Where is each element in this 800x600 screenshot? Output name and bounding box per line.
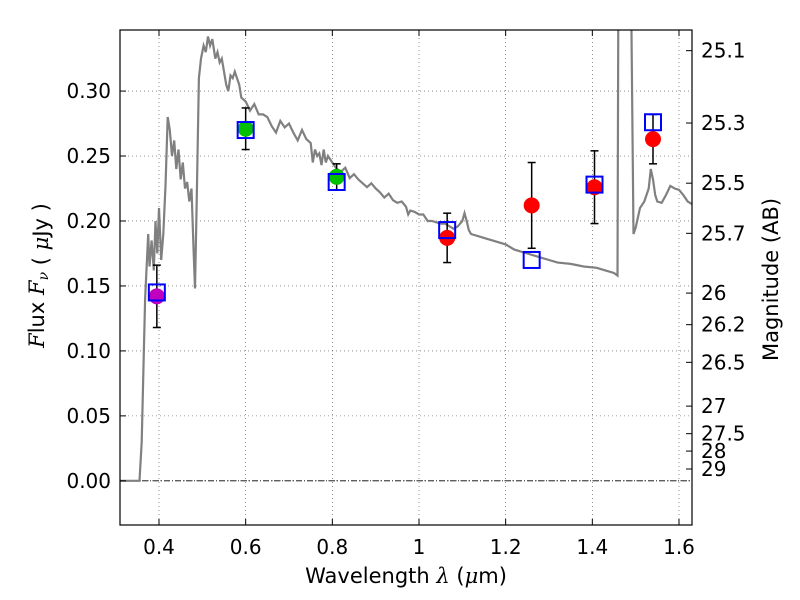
plot-area	[120, 30, 692, 525]
magnitude-tick-label: 26	[701, 281, 726, 305]
magnitude-tick-label: 25.5	[701, 171, 746, 195]
magnitude-tick-label: 27	[701, 394, 726, 418]
observed-point	[237, 120, 254, 137]
x-tick-label: 1	[413, 535, 426, 559]
x-tick-label: 0.4	[143, 535, 175, 559]
magnitude-tick-label: 26.2	[701, 313, 746, 337]
model-squares	[147, 113, 662, 302]
magnitude-tick-label: 27.5	[701, 422, 746, 446]
observed-points	[148, 120, 661, 305]
model-point	[147, 283, 166, 302]
model-point	[327, 173, 346, 192]
model-sed-line	[120, 30, 692, 482]
x-axis: 0.4 0.6 0.8 1 1.2 1.4 1.6	[143, 30, 695, 559]
observed-point	[523, 197, 540, 214]
observed-point	[328, 168, 345, 185]
magnitude-tick-label: 26.5	[701, 350, 746, 374]
observed-point	[586, 179, 603, 196]
model-point	[644, 113, 662, 132]
x-tick-label: 1.6	[663, 535, 695, 559]
magnitude-tick-label: 25.7	[701, 221, 746, 245]
y-tick-label: 0.05	[66, 404, 111, 428]
x-tick-label: 0.6	[230, 535, 262, 559]
magnitude-tick-label: 29	[701, 457, 726, 481]
y-tick-label: 0.00	[66, 469, 111, 493]
y-tick-label: 0.20	[66, 209, 111, 233]
x-tick-label: 0.8	[316, 535, 348, 559]
y-axis-label: Flux Fν ( μJy )	[25, 203, 53, 349]
right-axis-label: Magnitude (AB)	[759, 198, 783, 361]
x-tick-label: 1.4	[576, 535, 608, 559]
magnitude-tick-label: 25.1	[701, 39, 746, 63]
observed-point	[645, 131, 661, 148]
model-point	[585, 175, 604, 194]
plot-frame	[119, 29, 693, 526]
x-axis-label: Wavelength λ (μm)	[305, 564, 507, 588]
model-point	[236, 121, 255, 140]
magnitude-tick-label: 25.3	[701, 111, 746, 135]
magnitude-tick-label: 28	[701, 439, 726, 463]
x-tick-label: 1.2	[490, 535, 522, 559]
y-tick-label: 0.10	[66, 339, 111, 363]
observed-point	[148, 288, 165, 305]
y-tick-label: 0.15	[66, 274, 111, 298]
model-point	[438, 221, 457, 240]
model-point	[522, 250, 541, 269]
y-tick-label: 0.25	[66, 144, 111, 168]
y-tick-label: 0.30	[66, 79, 111, 103]
y-axis: 0.00 0.05 0.10 0.15 0.20 0.25 0.30	[66, 79, 126, 493]
